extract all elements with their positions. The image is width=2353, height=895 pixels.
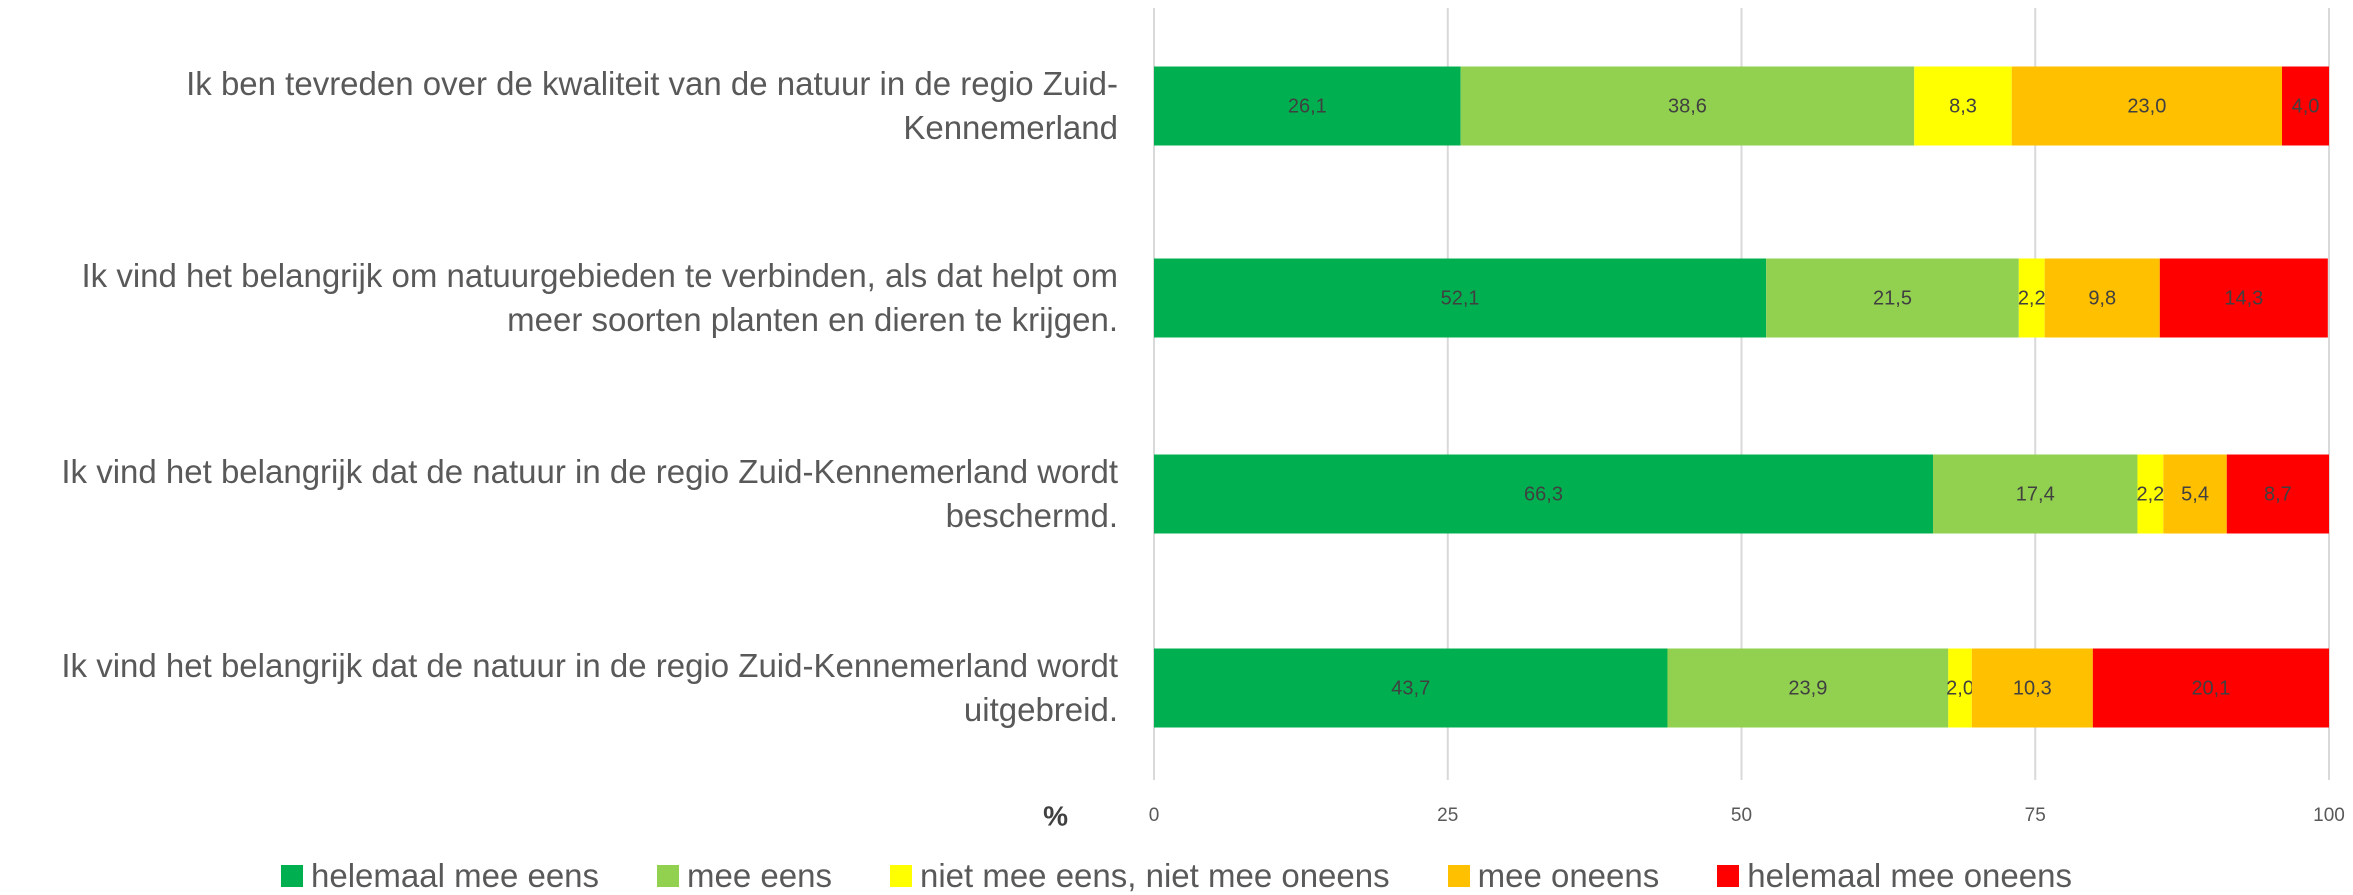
bar-segment (1154, 648, 1668, 728)
x-tick-label: 75 (2025, 805, 2046, 826)
legend-label: helemaal mee oneens (1747, 857, 2072, 894)
data-label: 2,0 (1946, 677, 1974, 699)
x-axis-label: % (1043, 800, 1068, 831)
data-label: 9,8 (2088, 287, 2116, 309)
bar-segment (1766, 258, 2019, 338)
data-label: 52,1 (1441, 287, 1480, 309)
data-label: 4,0 (2292, 95, 2320, 117)
bar-segment (2163, 454, 2227, 534)
legend-label: mee eens (687, 857, 832, 894)
data-label: 23,0 (2127, 95, 2166, 117)
bar-segment (1460, 66, 1915, 146)
bar-segment (2282, 66, 2329, 146)
data-label: 5,4 (2181, 483, 2209, 505)
legend: helemaal mee eens mee eens niet mee eens, … (0, 857, 2353, 895)
bar-segment (2018, 258, 2045, 338)
legend-label: mee oneens (1477, 857, 1660, 894)
data-label: 38,6 (1668, 95, 1707, 117)
legend-item: mee oneens (1447, 857, 1660, 895)
legend-swatch (889, 865, 912, 887)
data-label: 20,1 (2191, 677, 2230, 699)
legend-swatch (1717, 865, 1740, 887)
legend-swatch (657, 865, 680, 887)
data-label: 26,1 (1288, 95, 1327, 117)
bar-segment (2137, 454, 2164, 534)
legend-item: helemaal mee oneens (1717, 857, 2072, 895)
x-tick-label: 0 (1149, 805, 1160, 826)
category-label: Ik vind het belangrijk om natuurgebieden… (81, 257, 1119, 338)
category-label: Ik ben tevreden over de kwaliteit van de… (186, 65, 1118, 146)
bar-segment (1154, 258, 1767, 338)
x-tick-label: 25 (1437, 805, 1458, 826)
legend-swatch (281, 865, 304, 887)
data-label: 23,9 (1788, 677, 1827, 699)
data-label: 21,5 (1873, 287, 1912, 309)
bar-segment (1914, 66, 2012, 146)
bar-segment (2044, 258, 2160, 338)
data-label: 66,3 (1524, 483, 1563, 505)
bar-segment (2159, 258, 2328, 338)
data-label: 10,3 (2013, 677, 2052, 699)
x-tick-label: 50 (1731, 805, 1752, 826)
bar-segment (1948, 648, 1972, 728)
bar-segment (1154, 66, 1461, 146)
bar-segment (2092, 648, 2329, 728)
category-label: Ik vind het belangrijk dat de natuur in … (61, 647, 1118, 728)
bar-segment (2011, 66, 2282, 146)
bar-segment (1154, 454, 1934, 534)
legend-label: helemaal mee eens (311, 857, 600, 894)
bar-segment (1971, 648, 2093, 728)
bar-segment (1667, 648, 1949, 728)
legend-item: helemaal mee eens (281, 857, 599, 895)
data-label: 2,2 (2136, 483, 2164, 505)
bar-segment (1933, 454, 2138, 534)
legend-item: mee eens (657, 857, 832, 895)
legend-swatch (1447, 865, 1470, 887)
data-label: 43,7 (1391, 677, 1430, 699)
bar-segment (2226, 454, 2329, 534)
data-label: 17,4 (2016, 483, 2055, 505)
x-tick-label: 100 (2313, 805, 2345, 826)
data-label: 14,3 (2224, 287, 2263, 309)
category-label: Ik vind het belangrijk dat de natuur in … (61, 453, 1118, 534)
data-label: 8,3 (1949, 95, 1977, 117)
legend-label: niet mee eens, niet mee oneens (919, 857, 1390, 894)
data-label: 8,7 (2264, 483, 2292, 505)
legend-item: niet mee eens, niet mee oneens (889, 857, 1390, 895)
data-label: 2,2 (2018, 287, 2046, 309)
